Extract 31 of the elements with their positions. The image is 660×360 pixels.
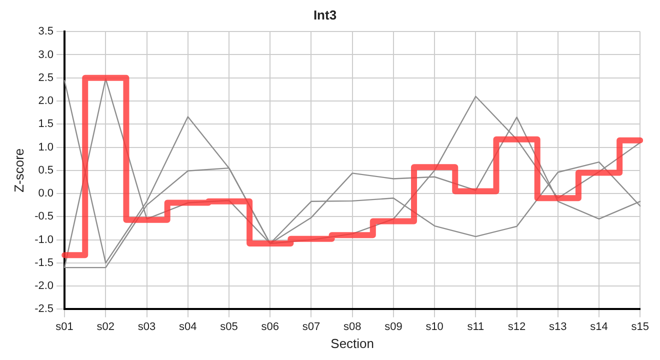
x-tick-label: s11 [467,320,484,333]
x-tick-label: s01 [56,320,74,333]
y-tick-label: 2.0 [38,95,54,108]
x-tick-label: s03 [138,320,156,333]
x-tick-label: s13 [549,320,567,333]
y-tick-label: 0.5 [38,164,54,176]
y-tick-label: 3.5 [38,26,54,38]
y-tick-label: 0.0 [38,188,54,200]
x-tick-label: s06 [261,320,279,333]
x-tick-label: s08 [343,320,362,333]
y-tick-label: 3.0 [38,48,54,61]
y-tick-label: 1.0 [38,141,54,154]
x-tick-label: s15 [631,320,650,333]
x-tick-label: s05 [220,320,238,333]
x-axis-title: Section [330,336,374,351]
y-tick-label: -2.5 [34,303,54,316]
x-tick-label: s02 [96,320,115,333]
x-tick-label: s10 [426,320,444,333]
y-tick-label: 2.5 [38,72,54,84]
x-tick-label: s12 [508,320,526,333]
y-tick-label: -2.0 [34,280,54,292]
x-tick-label: s04 [179,320,197,333]
x-tick-label: s09 [384,320,402,333]
y-tick-label: -1.0 [34,234,54,246]
y-axis-title: Z-score [11,148,26,192]
y-tick-label: -1.5 [34,256,54,269]
y-tick-label: -0.5 [34,210,54,223]
y-tick-label: 1.5 [38,118,54,130]
x-tick-label: s14 [590,320,608,333]
chart-title: Int3 [313,7,337,22]
x-tick-label: s07 [302,320,320,333]
